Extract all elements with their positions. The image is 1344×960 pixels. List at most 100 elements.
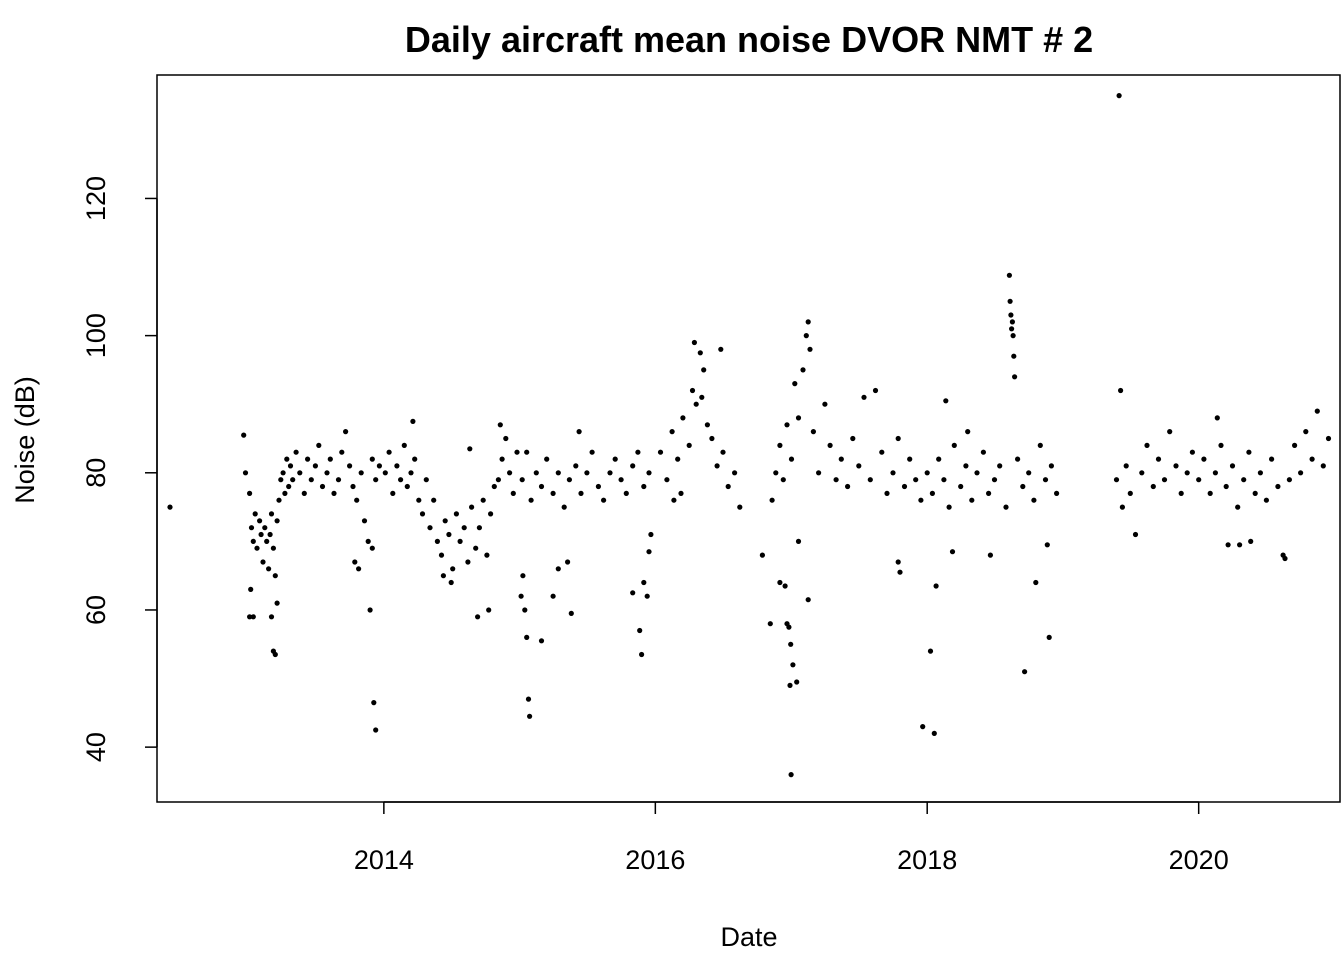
data-point xyxy=(369,545,375,551)
data-point xyxy=(1173,463,1179,469)
data-point xyxy=(354,497,360,503)
data-point xyxy=(566,477,573,483)
data-point xyxy=(1320,463,1326,469)
data-point xyxy=(335,477,342,483)
data-point xyxy=(484,552,490,558)
data-point xyxy=(1235,504,1241,510)
data-point xyxy=(419,511,426,517)
data-point xyxy=(987,552,994,558)
data-point xyxy=(266,566,272,572)
data-point xyxy=(286,483,292,490)
data-point xyxy=(274,518,280,524)
data-point xyxy=(1046,634,1052,641)
data-point xyxy=(965,429,971,435)
data-point xyxy=(268,511,275,517)
data-point xyxy=(1010,333,1016,339)
data-point xyxy=(810,429,817,435)
data-point xyxy=(884,490,890,496)
data-point xyxy=(635,449,641,455)
y-axis: 40 60 80 100 120 xyxy=(81,176,158,762)
data-point xyxy=(773,470,779,476)
data-point xyxy=(358,470,364,476)
data-point xyxy=(787,682,793,689)
data-point xyxy=(356,566,362,572)
data-point xyxy=(538,483,545,490)
data-point xyxy=(248,586,254,593)
data-point xyxy=(936,456,942,462)
data-point xyxy=(969,497,975,503)
data-point xyxy=(691,339,698,346)
data-point xyxy=(1006,272,1013,278)
data-point xyxy=(499,456,505,462)
data-point xyxy=(782,583,788,589)
data-point xyxy=(248,525,255,531)
data-point xyxy=(714,463,720,469)
data-point xyxy=(963,463,969,469)
data-point xyxy=(339,449,345,455)
data-point xyxy=(473,545,479,551)
data-points xyxy=(167,93,1332,778)
data-point xyxy=(918,497,924,503)
data-point xyxy=(1139,470,1145,476)
data-point xyxy=(901,483,908,490)
data-point xyxy=(1015,456,1021,462)
data-point xyxy=(890,470,896,476)
data-point xyxy=(497,422,503,428)
data-point xyxy=(467,446,473,452)
data-point xyxy=(941,477,947,483)
data-point xyxy=(924,470,930,476)
data-point xyxy=(1223,483,1229,490)
data-point xyxy=(856,463,862,469)
data-point xyxy=(442,518,448,524)
data-point xyxy=(1155,456,1162,462)
data-point xyxy=(578,490,584,496)
data-point xyxy=(264,538,270,545)
data-point xyxy=(469,504,475,510)
data-point xyxy=(897,569,903,575)
data-point xyxy=(648,531,654,538)
data-point xyxy=(725,483,731,490)
data-point xyxy=(440,573,446,579)
data-point xyxy=(1007,298,1013,304)
data-point xyxy=(709,435,715,442)
data-point xyxy=(872,387,879,394)
data-point xyxy=(561,504,567,510)
data-point xyxy=(427,525,433,531)
data-point xyxy=(555,470,561,476)
data-point xyxy=(555,566,561,572)
data-point xyxy=(538,638,545,644)
data-point xyxy=(533,470,539,476)
data-point xyxy=(408,470,414,476)
data-point xyxy=(327,456,333,462)
data-point xyxy=(1119,504,1125,510)
data-point xyxy=(446,531,452,538)
data-point xyxy=(480,497,486,503)
data-point xyxy=(879,449,885,455)
data-point xyxy=(929,490,936,496)
data-point xyxy=(1022,669,1028,675)
x-axis-label: Date xyxy=(720,922,777,952)
data-point xyxy=(675,456,681,462)
data-point xyxy=(365,538,371,545)
data-point xyxy=(331,490,337,496)
data-point xyxy=(457,538,463,545)
data-point xyxy=(822,401,828,407)
data-point xyxy=(1298,470,1304,476)
data-point xyxy=(371,700,377,706)
data-point xyxy=(324,470,330,476)
data-point xyxy=(350,483,356,490)
data-point xyxy=(1286,477,1292,483)
data-point xyxy=(518,593,524,599)
data-point xyxy=(850,435,856,442)
data-point xyxy=(528,497,534,503)
data-point xyxy=(1214,415,1220,421)
data-point xyxy=(1229,463,1236,469)
data-point xyxy=(800,367,806,373)
data-point xyxy=(637,627,643,634)
data-point xyxy=(373,477,379,483)
data-point xyxy=(565,559,571,565)
data-point xyxy=(795,538,802,545)
data-point xyxy=(394,463,400,469)
data-point xyxy=(1292,442,1298,448)
data-point xyxy=(718,346,724,352)
